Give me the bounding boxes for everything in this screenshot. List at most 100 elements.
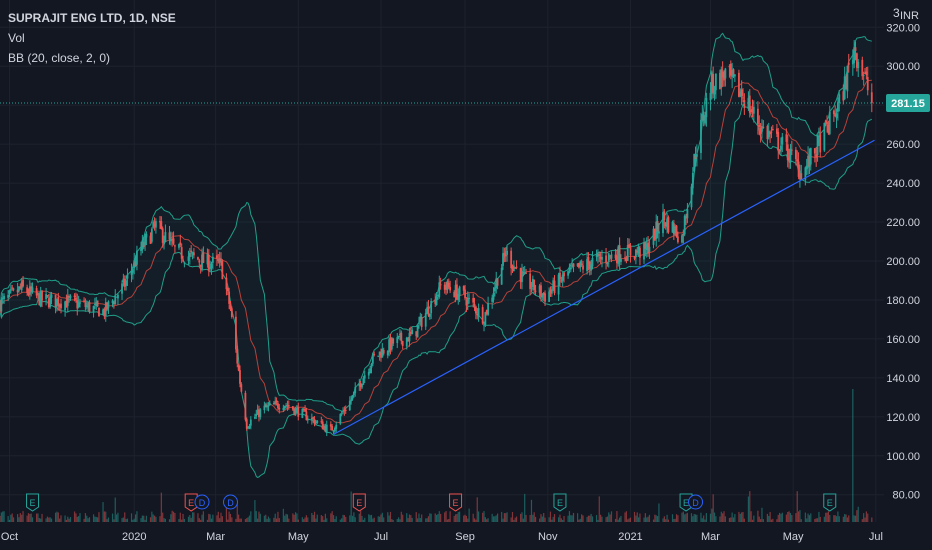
candle-body [832,110,835,115]
candle-body [807,155,809,168]
volume-bar [22,511,24,522]
candle-body [235,316,237,350]
candle-body [705,98,708,118]
volume-bar [791,515,793,522]
candle-body [458,286,461,296]
candle-body [484,312,487,325]
candle-body [92,306,95,313]
volume-bar [464,514,466,522]
volume-bar [278,518,280,522]
candle-body [424,313,427,327]
candle-body [65,300,68,308]
volume-bar [125,519,127,522]
candle-body [95,302,98,306]
volume-bar [106,519,108,522]
volume-bar [739,513,741,522]
candle-body [605,255,607,263]
bollinger-indicator-label[interactable]: BB (20, close, 2, 0) [8,51,111,65]
candle-body [37,292,39,294]
volume-bar [136,511,138,522]
volume-bar [303,519,305,522]
currency-label[interactable]: INR [900,10,919,22]
volume-bar [760,519,762,522]
volume-bar [704,519,706,522]
candle-body [291,406,294,410]
axis-settings-icon[interactable]: 3 [893,6,900,20]
candle-body [45,294,47,299]
event-marker-E: E [449,493,463,512]
candle-body [550,289,553,294]
candle-body [191,252,194,254]
volume-bar [478,511,480,522]
volume-bar [629,517,632,522]
candle-body [503,253,506,256]
volume-bar [48,517,50,522]
candle-body [702,115,705,121]
volume-bar [587,515,590,522]
volume-bar [94,516,96,522]
candle-body [538,285,541,293]
candle-body [350,399,353,401]
volume-bar [427,516,430,522]
volume-bar [122,517,124,522]
volume-bar [644,513,646,522]
candle-body [780,145,782,150]
candle-body [420,316,423,327]
candle-body [502,253,504,266]
volume-bar [178,518,180,522]
volume-bar [677,515,679,522]
candle-body [342,411,344,413]
volume-bar [18,517,20,522]
volume-bar [236,501,238,522]
event-marker-letter: E [557,498,563,508]
volume-bar [779,512,781,522]
volume-bar [316,514,318,522]
volume-bar [212,514,214,522]
volume-bar [731,512,733,522]
volume-bar [406,513,408,522]
candle-body [253,416,256,419]
candle-body [217,259,220,262]
volume-bar [655,515,657,522]
volume-bar [312,514,314,522]
candle-body [286,405,289,407]
volume-bar [19,513,21,522]
candle-body [172,238,175,244]
volume-bar [835,516,838,522]
volume-bar [408,514,411,522]
volume-bar [543,513,545,522]
volume-bar [269,518,271,522]
volume-bar [506,512,508,522]
candle-body [114,296,117,305]
volume-bar [396,519,398,522]
volume-bar [616,511,618,522]
candle-body [439,284,442,286]
candle-body [449,286,452,291]
symbol-title[interactable]: SUPRAJIT ENG LTD, 1D, NSE [8,11,176,25]
volume-bar [703,515,705,522]
volume-bar [353,512,355,522]
candle-body [407,337,410,342]
candle-body [296,407,298,409]
candle-body [854,47,857,51]
candle-body [38,293,41,306]
volume-bar [324,513,326,522]
candle-body [275,400,278,403]
volume-bar [674,518,676,522]
volume-bar [647,516,649,522]
volume-bar [693,514,695,522]
candle-body [320,421,323,423]
volume-bar [814,519,816,522]
volume-bar [399,519,401,522]
volume-bar [863,513,865,522]
volume-bar [475,519,477,522]
candle-body [614,254,617,259]
volume-indicator-label[interactable]: Vol [8,31,25,45]
volume-bar [521,512,523,522]
volume-bar [259,513,261,522]
volume-bar [456,513,458,522]
candle-body [255,414,258,417]
candle-body [47,298,50,308]
candle-body [563,272,565,277]
